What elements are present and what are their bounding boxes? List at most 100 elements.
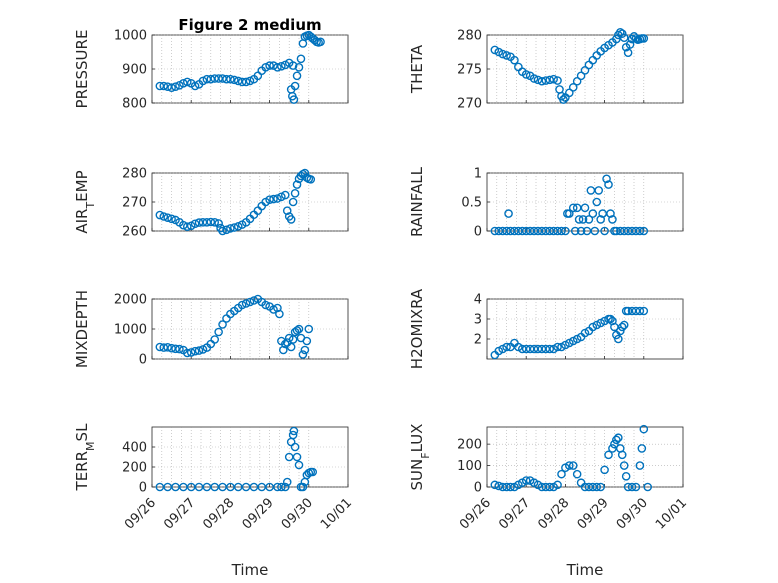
data-point: [245, 297, 255, 307]
data-point: [631, 482, 641, 492]
data-point: [226, 74, 235, 84]
y-tick-label: 2000: [114, 293, 147, 308]
x-axis-label: Time: [566, 561, 604, 579]
subplot-sun-flux: 0 100 200 09/26 09/27 09/28 09/29 09/30 10/01 Tim…: [408, 424, 690, 579]
x-tick-label: 09/26: [457, 495, 494, 532]
data-point: [269, 194, 278, 204]
y-axis-label: TERRMSL: [73, 423, 97, 492]
data-point: [602, 174, 611, 184]
data-point: [498, 49, 507, 59]
data-point: [167, 83, 176, 92]
data-point: [294, 324, 304, 334]
data-point: [490, 480, 500, 490]
data-point: [175, 344, 184, 354]
data-point: [614, 433, 623, 443]
data-point: [590, 226, 600, 236]
data-point: [155, 210, 165, 220]
y-tick-label: 900: [122, 63, 147, 78]
data-point: [557, 226, 566, 236]
y-tick-label: 275: [457, 63, 482, 78]
data-point: [568, 203, 578, 213]
data-point: [510, 55, 519, 65]
data-point: [261, 300, 270, 310]
data-point: [282, 206, 292, 215]
subplot-theta: 270 275 280 THETA: [408, 27, 684, 112]
data-point: [288, 335, 298, 344]
data-point: [182, 77, 192, 87]
data-point: [289, 426, 299, 436]
data-point: [604, 180, 613, 189]
y-axis-label: PRESSURE: [73, 30, 91, 109]
data-point: [565, 88, 574, 98]
data-point: [545, 344, 555, 354]
data-point: [241, 77, 251, 87]
x-tick-label: 10/01: [653, 495, 690, 532]
data-point: [249, 296, 259, 305]
data-point: [584, 215, 594, 224]
data-point: [214, 327, 223, 337]
data-point: [596, 215, 605, 224]
data-point: [298, 350, 308, 359]
y-tick-label: 0: [139, 481, 147, 496]
data-point: [273, 194, 282, 203]
data-point: [502, 342, 511, 352]
data-point: [606, 314, 615, 324]
data-point: [298, 482, 308, 492]
data-point: [570, 226, 580, 236]
data-point: [230, 223, 239, 232]
data-point: [639, 34, 649, 43]
data-point: [237, 77, 247, 87]
data-point: [316, 37, 325, 47]
data-point: [302, 336, 312, 346]
data-point: [198, 345, 208, 354]
data-point: [304, 324, 314, 334]
data-point: [190, 219, 200, 229]
y-tick-label: 0: [139, 353, 147, 368]
data-point: [594, 186, 604, 195]
data-point: [286, 215, 296, 224]
subplot-mixdepth: 0 1000 2000 MIXDEPTH: [73, 290, 349, 368]
data-point: [578, 215, 588, 224]
data-point: [604, 450, 613, 460]
data-point: [284, 333, 294, 343]
data-point: [635, 306, 645, 316]
y-tick-label: 270: [122, 196, 147, 211]
y-tick-label: 100: [457, 459, 482, 474]
data-point: [521, 476, 531, 485]
data-point: [623, 48, 633, 57]
data-point: [218, 320, 227, 329]
data-point: [576, 226, 586, 236]
data-point: [300, 168, 310, 178]
data-point: [294, 460, 304, 470]
data-point: [182, 348, 192, 358]
y-tick-label: 200: [122, 461, 147, 476]
data-point: [198, 76, 208, 86]
data-point: [572, 76, 582, 86]
data-point: [619, 320, 629, 330]
data-point: [308, 467, 318, 477]
data-point: [617, 450, 627, 460]
data-point: [610, 439, 619, 449]
y-axis-label: MIXDEPTH: [73, 290, 91, 368]
data-point: [233, 222, 243, 231]
data-point: [292, 452, 302, 462]
data-point: [559, 95, 568, 104]
y-tick-label: 2: [474, 333, 482, 348]
data-point: [600, 226, 609, 236]
y-axis-label: THETA: [408, 44, 426, 94]
data-point: [171, 82, 180, 91]
data-point: [635, 461, 645, 470]
data-point: [282, 477, 292, 487]
data-point: [288, 61, 298, 70]
data-point: [619, 33, 629, 43]
data-point: [606, 209, 615, 218]
data-point: [643, 482, 653, 492]
data-point: [617, 29, 627, 38]
data-point: [288, 197, 298, 207]
data-point: [635, 226, 645, 236]
data-point: [553, 342, 562, 352]
data-point: [186, 348, 196, 357]
data-point: [494, 481, 504, 491]
subplot-pressure: 800 900 1000 PRESSURE Figure 2 medium: [73, 16, 349, 112]
